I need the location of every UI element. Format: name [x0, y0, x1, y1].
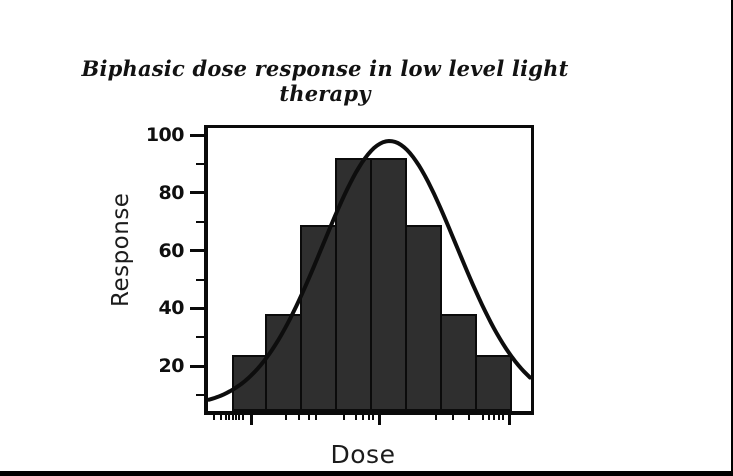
x-axis-rug-tick: [435, 415, 438, 420]
y-axis-tick-label: 40: [158, 297, 185, 320]
x-axis-rug-tick: [241, 415, 244, 420]
y-axis-tick-label: 20: [158, 355, 185, 378]
y-axis-major-tick: [190, 133, 204, 137]
y-axis-minor-tick: [196, 163, 204, 166]
y-axis-tick-label: 60: [158, 239, 185, 262]
y-axis-label: Response: [108, 192, 134, 307]
y-axis-minor-tick: [196, 278, 204, 281]
x-axis-rug-tick: [377, 415, 381, 425]
y-axis-minor-tick: [196, 336, 204, 339]
x-axis-rug-tick: [451, 415, 454, 420]
x-axis-rug-tick: [343, 415, 345, 420]
histogram-bar: [475, 354, 512, 411]
chart-title: Biphasic dose response in low level ligh…: [81, 56, 569, 106]
y-axis-tick-label: 100: [145, 124, 185, 147]
bell-curve: [207, 138, 532, 402]
x-axis-rug-tick: [508, 415, 512, 425]
y-axis-major-tick: [190, 249, 204, 253]
plot-area: [204, 125, 534, 415]
x-axis-rug-tick: [228, 415, 231, 420]
x-axis-rug-tick: [298, 415, 301, 420]
x-axis-rug-tick: [488, 415, 491, 420]
x-axis-rug-tick: [308, 415, 311, 420]
x-axis-rug-tick: [501, 415, 504, 420]
y-axis-major-tick: [190, 191, 204, 195]
x-axis-label: Dose: [330, 440, 396, 469]
x-axis-rug-tick: [362, 415, 365, 420]
x-axis-rug-tick: [314, 415, 317, 420]
x-axis-rug-tick: [372, 415, 375, 420]
x-axis-rug-tick: [212, 415, 215, 420]
y-axis-major-tick: [190, 364, 204, 368]
histogram-bar: [370, 158, 407, 411]
y-axis-major-tick: [190, 306, 204, 310]
x-axis-rug-tick: [225, 415, 228, 420]
histogram-bars-group: [208, 128, 531, 411]
y-axis-minor-tick: [196, 394, 204, 397]
x-axis-rug-tick: [238, 415, 241, 420]
x-axis-rug-tick: [354, 415, 357, 420]
image-border-bottom: [0, 471, 733, 476]
x-axis-rug-tick: [235, 415, 238, 420]
x-axis-rug-tick: [498, 415, 501, 420]
x-axis-rug-tick: [481, 415, 484, 420]
y-axis-tick-label: 80: [158, 181, 185, 204]
x-axis-rug-tick: [468, 415, 470, 420]
x-axis-rug-tick: [219, 415, 222, 420]
x-axis-rug-tick: [492, 415, 495, 420]
x-axis-rug-tick: [367, 415, 370, 420]
image-border-right: [731, 0, 733, 476]
x-axis-rug-tick: [284, 415, 287, 420]
y-axis-minor-tick: [196, 220, 204, 223]
x-axis-rug-tick: [231, 415, 234, 420]
x-axis-rug-tick: [249, 415, 253, 425]
